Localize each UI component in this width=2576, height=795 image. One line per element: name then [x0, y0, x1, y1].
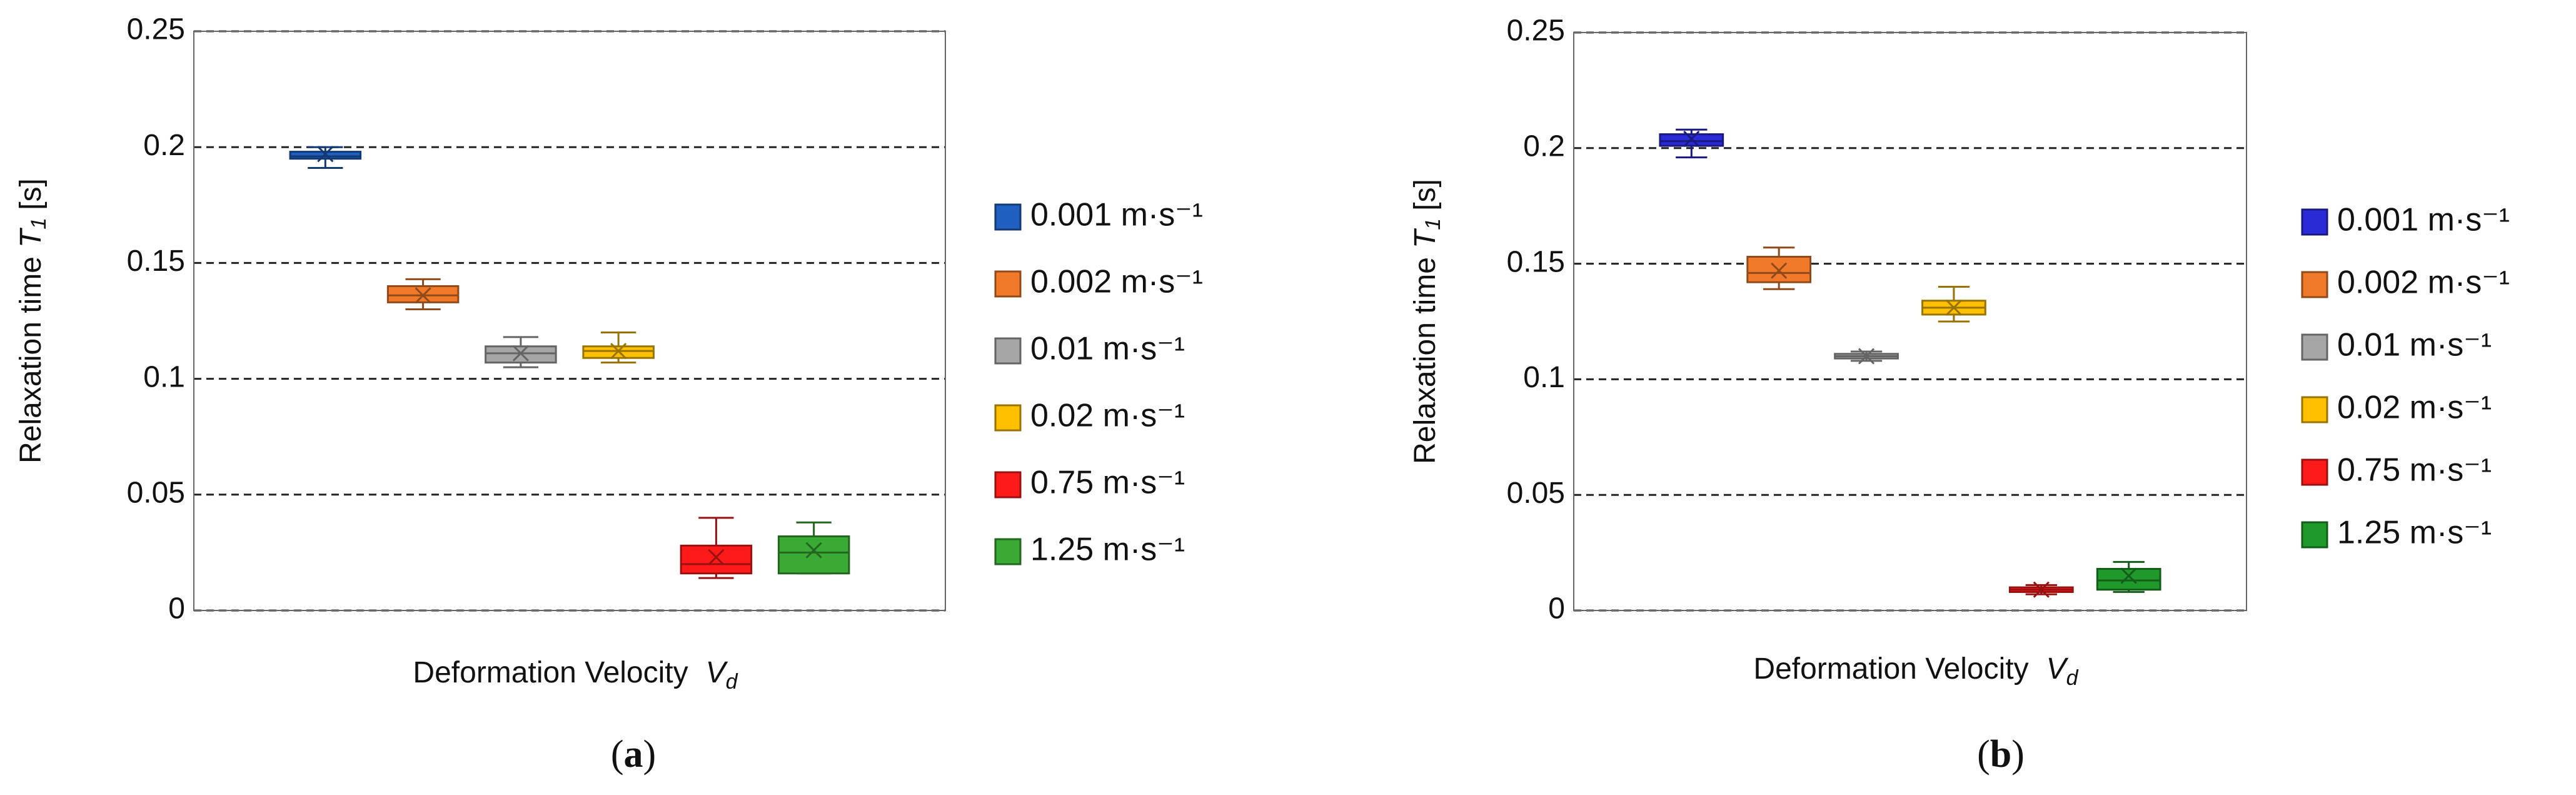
x-axis-title-text: Deformation Velocity: [413, 656, 688, 689]
y-tick-label: 0.05: [127, 476, 185, 509]
box: [680, 544, 753, 575]
panel-label-open: (: [1977, 733, 1990, 776]
y-tick-label: 0.25: [1507, 14, 1565, 48]
legend-label: 0.75 m·s⁻¹: [2337, 452, 2492, 489]
x-axis-title-text: Deformation Velocity: [1753, 652, 2028, 686]
legend-marker: [994, 337, 1022, 365]
y-axis-title: Relaxation time T1 [s]: [14, 178, 51, 463]
y-tick-label: 0.2: [1523, 129, 1565, 163]
panel-label-close: ): [643, 733, 657, 776]
legend-label: 0.001 m·s⁻¹: [2337, 202, 2510, 238]
y-axis-symbol: T: [1409, 228, 1442, 248]
legend-marker: [2301, 271, 2328, 298]
mean-marker: [1683, 130, 1700, 148]
y-axis-symbol: T: [14, 227, 48, 248]
panel-label: (b): [1977, 733, 2025, 776]
box: [2096, 567, 2161, 591]
legend-label: 0.02 m·s⁻¹: [2337, 390, 2492, 426]
box-chart: 0 0.05 0.1 0.15 0.2 0.25 0.001 m·s⁻¹ 0.002 m·s⁻…: [1409, 14, 2510, 776]
mean-marker: [512, 345, 529, 362]
legend-marker: [994, 203, 1022, 231]
y-tick-label: 0.1: [143, 360, 185, 393]
legend-marker: [994, 404, 1022, 432]
legend-marker: [994, 538, 1022, 565]
plot-frame: [193, 31, 946, 611]
mean-marker: [708, 549, 725, 565]
y-tick-label: 0.15: [127, 245, 185, 278]
y-axis-title: Relaxation time T1 [s]: [1409, 179, 1445, 464]
mean-marker: [317, 146, 334, 163]
legend-marker: [2301, 396, 2328, 423]
box-chart: 0 0.05 0.1 0.15 0.2 0.25 0.001 m·s⁻¹ 0.002 m·s⁻…: [14, 13, 1203, 776]
legend-marker: [2301, 333, 2328, 361]
x-axis-title: Deformation Velocity Vd: [413, 656, 738, 694]
legend-label: 0.75 m·s⁻¹: [1030, 465, 1185, 501]
legend-marker: [2301, 458, 2328, 486]
y-axis-subscript: 1: [1421, 218, 1445, 230]
legend-label: 0.002 m·s⁻¹: [2337, 265, 2510, 301]
legend-marker: [2301, 208, 2328, 236]
y-tick-label: 0.05: [1507, 477, 1565, 510]
legend-label: 0.01 m·s⁻¹: [1030, 331, 1185, 367]
y-axis-unit: [s]: [14, 178, 48, 210]
y-axis-title-text: Relaxation time: [1409, 257, 1442, 464]
y-tick-label: 0.15: [1507, 245, 1565, 278]
y-axis-unit: [s]: [1409, 179, 1442, 211]
mean-marker: [1858, 348, 1875, 365]
mean-marker: [610, 343, 627, 360]
mean-marker: [415, 287, 431, 304]
panel-label: (a): [611, 733, 656, 776]
y-tick-label: 0.1: [1523, 361, 1565, 394]
mean-marker: [2120, 567, 2137, 584]
y-tick-label: 0: [1548, 592, 1565, 625]
x-axis-subscript: d: [2066, 666, 2079, 690]
y-tick-label: 0.2: [143, 129, 185, 162]
panel-label-open: (: [611, 733, 624, 776]
x-axis-subscript: d: [726, 670, 738, 694]
legend-label: 0.002 m·s⁻¹: [1030, 264, 1203, 300]
legend-label: 1.25 m·s⁻¹: [2337, 515, 2492, 551]
legend-marker: [2301, 521, 2328, 549]
mean-marker: [805, 542, 822, 559]
y-axis-title-text: Relaxation time: [14, 256, 48, 463]
mean-marker: [1771, 262, 1788, 279]
mean-marker: [1945, 299, 1963, 316]
x-axis-symbol: V: [2046, 652, 2069, 686]
legend-label: 1.25 m·s⁻¹: [1030, 532, 1185, 568]
panel-label-letter: a: [624, 733, 643, 776]
panel-label-close: ): [2011, 733, 2025, 776]
panel-label-letter: b: [1990, 733, 2011, 776]
legend-label: 0.01 m·s⁻¹: [2337, 327, 2492, 363]
legend-marker: [994, 471, 1022, 499]
plot-frame: [1573, 32, 2247, 611]
y-tick-label: 0.25: [127, 13, 185, 46]
x-axis-title: Deformation Velocity Vd: [1753, 652, 2078, 690]
y-axis-subscript: 1: [27, 218, 51, 230]
x-axis-symbol: V: [706, 656, 728, 689]
legend-label: 0.02 m·s⁻¹: [1030, 398, 1185, 434]
legend-marker: [994, 270, 1022, 298]
mean-marker: [2033, 581, 2050, 598]
legend-label: 0.001 m·s⁻¹: [1030, 197, 1203, 233]
box: [777, 535, 850, 575]
y-tick-label: 0: [168, 592, 185, 625]
